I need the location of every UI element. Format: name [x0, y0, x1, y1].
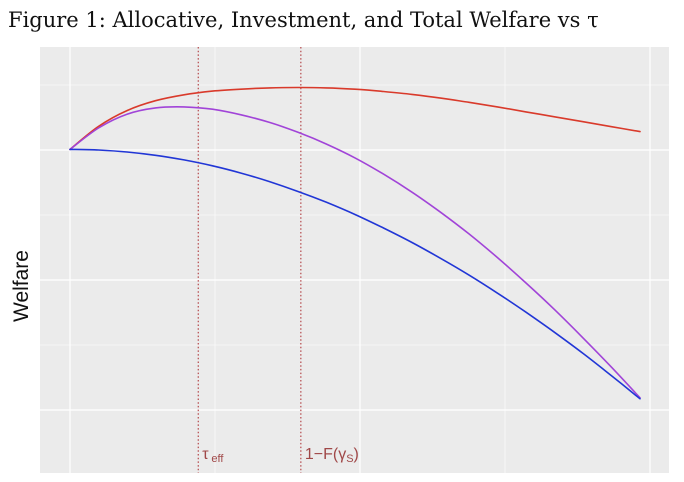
series-line-0	[69, 86, 641, 151]
series-line-1	[69, 106, 641, 399]
grid-lines	[40, 47, 669, 473]
series-line-2	[69, 148, 641, 400]
reference-label-1: 1−F(γS)	[305, 446, 359, 465]
plot-panel	[40, 47, 669, 473]
reference-label-0: τ eff	[202, 446, 224, 465]
series-lines	[69, 86, 641, 400]
figure-title: Figure 1: Allocative, Investment, and To…	[8, 8, 599, 32]
reference-lines: τ eff 1−F(γS)	[197, 47, 359, 473]
